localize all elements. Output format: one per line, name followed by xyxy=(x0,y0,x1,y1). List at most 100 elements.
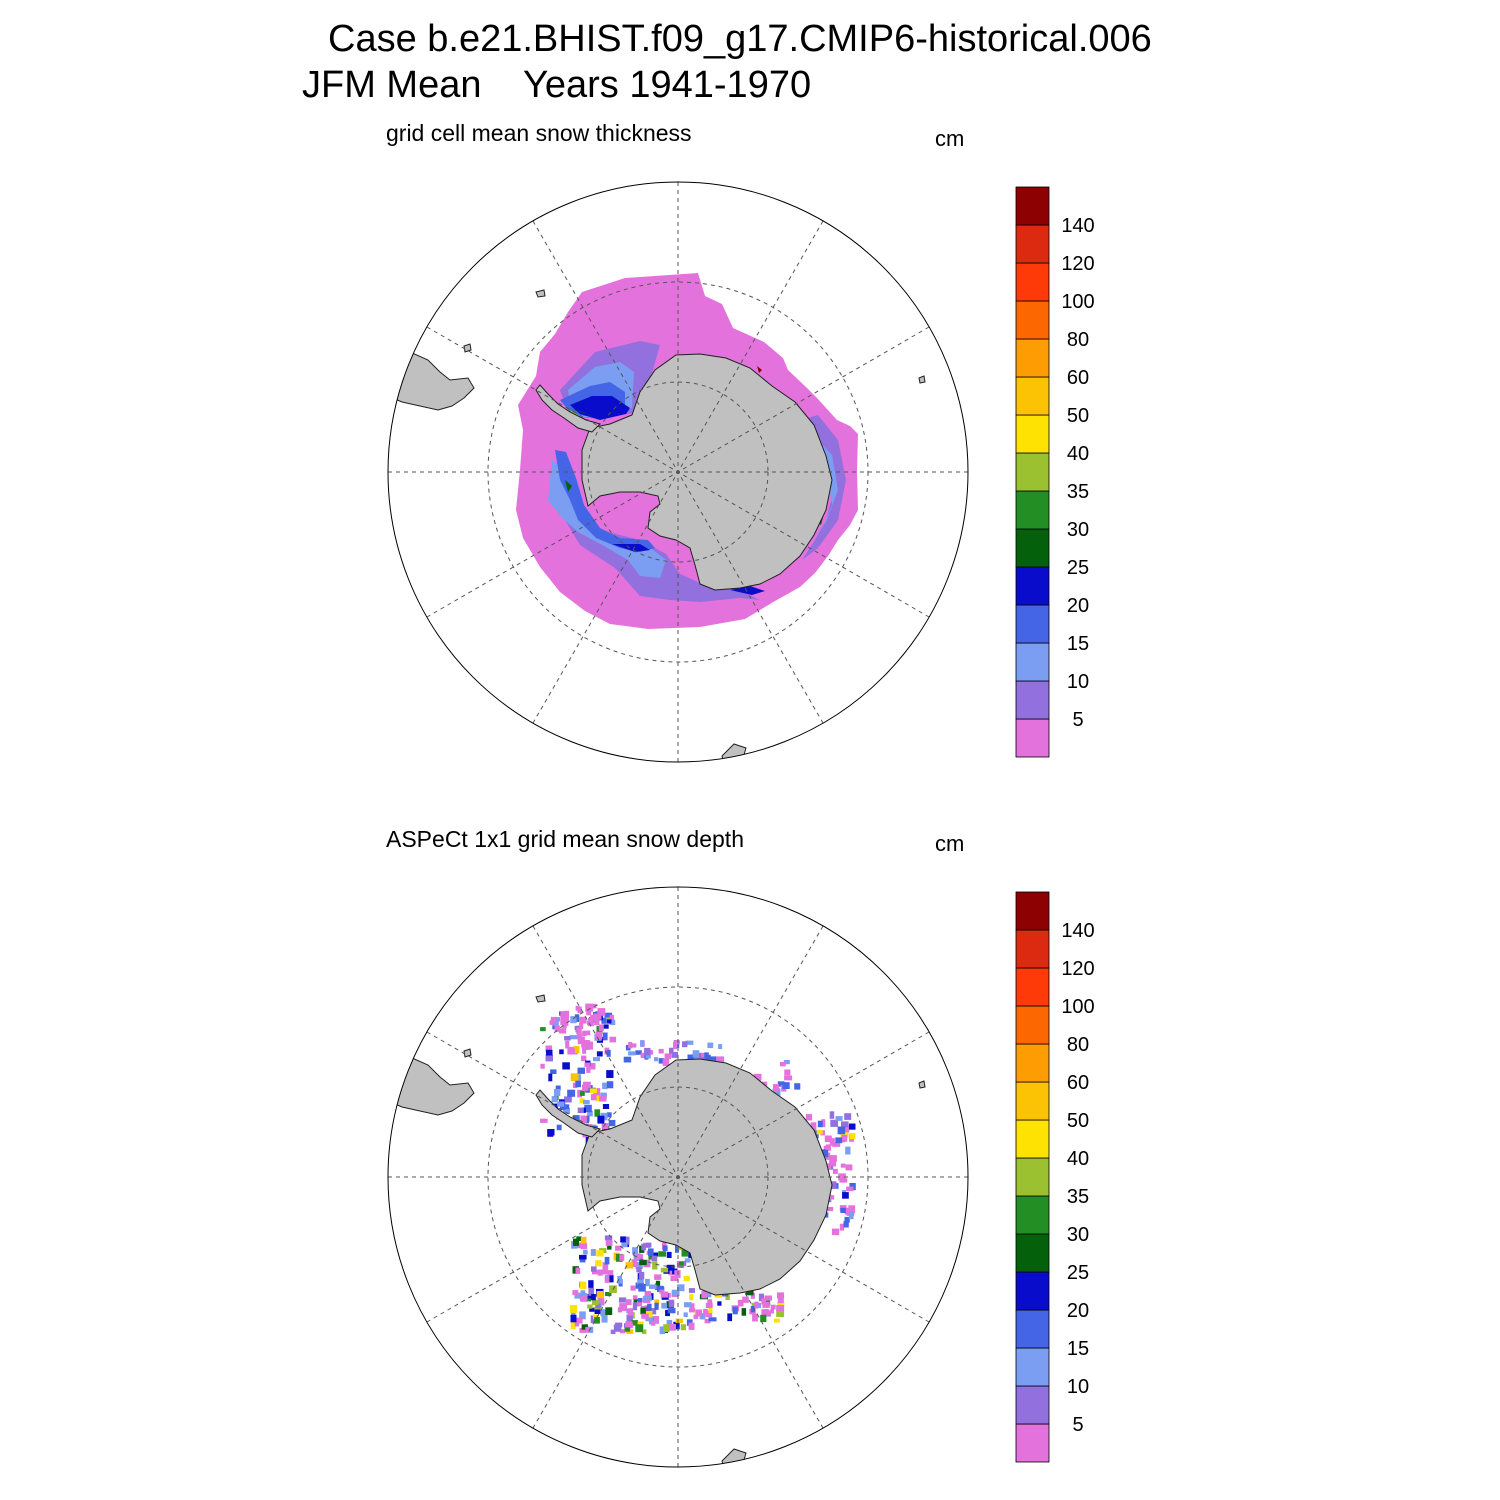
observation-cell xyxy=(590,1249,596,1256)
observation-cell xyxy=(640,1040,645,1047)
observation-cell xyxy=(550,1016,557,1023)
observation-cell xyxy=(817,1120,823,1128)
observation-cell xyxy=(708,1306,713,1314)
colorbar-swatch xyxy=(1015,490,1050,530)
observation-cell xyxy=(595,1031,603,1040)
observation-cell xyxy=(659,1326,666,1335)
observation-cell xyxy=(589,1088,597,1094)
observation-cell xyxy=(843,1220,849,1228)
observation-cell xyxy=(601,1024,609,1029)
observation-cell xyxy=(708,1056,717,1064)
observation-cell xyxy=(575,1080,581,1088)
observation-cell xyxy=(764,1295,772,1301)
observation-cell xyxy=(683,1312,688,1317)
observation-cell xyxy=(540,1118,548,1123)
observation-cell xyxy=(604,1292,612,1297)
colorbar-swatch xyxy=(1015,1081,1050,1121)
colorbar-swatch xyxy=(1015,224,1050,264)
observation-cell xyxy=(651,1308,657,1315)
observation-cell xyxy=(593,1013,602,1020)
observation-cell xyxy=(835,1137,843,1144)
observation-cell xyxy=(540,1027,546,1032)
observation-cell xyxy=(741,1308,747,1316)
observation-cell xyxy=(640,1052,645,1058)
colorbar-swatch xyxy=(1015,262,1050,302)
observation-cell xyxy=(635,1262,643,1269)
colorbar-tick-label: 40 xyxy=(1067,1148,1089,1170)
colorbar-tick-label: 60 xyxy=(1067,367,1089,389)
antarctica-land xyxy=(581,353,833,591)
observation-cell xyxy=(841,1121,849,1128)
figure-title-case: Case b.e21.BHIST.f09_g17.CMIP6-historica… xyxy=(328,18,1152,60)
observation-cell xyxy=(572,1115,580,1122)
observation-cell xyxy=(592,1269,598,1275)
observation-cell xyxy=(572,1290,579,1296)
observation-cell xyxy=(845,1164,853,1171)
observation-cell xyxy=(584,1083,590,1088)
observation-cell xyxy=(682,1041,688,1048)
observation-cell xyxy=(745,1290,754,1296)
observation-cell xyxy=(563,1107,571,1114)
observation-cell xyxy=(608,1119,616,1127)
observation-cell xyxy=(559,1049,564,1055)
observation-cell xyxy=(618,1297,627,1303)
observation-cell xyxy=(794,1083,801,1090)
observation-cell xyxy=(684,1258,691,1263)
observation-cell xyxy=(663,1324,670,1332)
observation-cell xyxy=(705,1310,713,1318)
observation-cell xyxy=(848,1211,854,1220)
observation-cell xyxy=(581,1042,590,1050)
observation-cell xyxy=(549,1020,554,1025)
observation-cell xyxy=(576,1033,582,1040)
observation-cell xyxy=(570,1314,577,1323)
observation-cell xyxy=(716,1056,725,1064)
observation-cell xyxy=(631,1043,637,1048)
observation-cell xyxy=(845,1146,851,1155)
observation-cell xyxy=(580,1236,587,1244)
observation-cell xyxy=(673,1042,678,1050)
observation-cell xyxy=(770,1304,776,1310)
colorbar-tick-label: 20 xyxy=(1067,595,1089,617)
observation-cell xyxy=(616,1254,622,1259)
observation-cell xyxy=(695,1309,703,1317)
colorbar-tick-label: 80 xyxy=(1067,329,1089,351)
observation-cell xyxy=(596,1250,604,1257)
island-south-georgia-2 xyxy=(535,994,546,1003)
colorbar-swatch xyxy=(1015,929,1050,969)
observation-cell xyxy=(577,1107,584,1114)
snow-band-15 xyxy=(548,362,838,578)
observation-cell xyxy=(675,1318,683,1324)
colorbar-tick-label: 5 xyxy=(1072,709,1083,731)
colorbar-swatch xyxy=(1015,1157,1050,1197)
observation-cell xyxy=(829,1111,835,1119)
observation-cell xyxy=(594,1017,600,1026)
observation-cell xyxy=(602,1262,609,1270)
observation-cell xyxy=(563,1104,570,1110)
observation-cell xyxy=(579,1098,585,1104)
observation-cell xyxy=(839,1223,845,1231)
observation-cell xyxy=(555,1017,561,1022)
observation-cell xyxy=(550,1020,559,1025)
polar-map-model xyxy=(387,181,969,763)
observation-cell xyxy=(594,1309,602,1314)
observation-cell xyxy=(742,1296,749,1303)
colorbar-swatch xyxy=(1015,1119,1050,1159)
observation-cell xyxy=(708,1317,717,1322)
observation-cell xyxy=(689,1294,694,1301)
observation-cell xyxy=(693,1314,699,1320)
observation-cell xyxy=(598,1024,604,1032)
observation-cell xyxy=(654,1274,662,1280)
observation-cell xyxy=(752,1313,758,1322)
observation-cell xyxy=(591,1299,599,1306)
observation-cell xyxy=(671,1051,678,1058)
colorbar-tick-label: 20 xyxy=(1067,1300,1089,1322)
colorbar-swatch xyxy=(1015,718,1050,758)
observation-cell xyxy=(816,1129,823,1135)
colorbar-swatch xyxy=(1015,967,1050,1007)
observation-cell xyxy=(635,1324,644,1333)
observation-cell xyxy=(581,1324,588,1330)
observation-cell xyxy=(737,1299,744,1307)
observation-cell xyxy=(662,1245,668,1252)
colorbar-swatch xyxy=(1015,528,1050,568)
observation-cell xyxy=(674,1270,681,1278)
